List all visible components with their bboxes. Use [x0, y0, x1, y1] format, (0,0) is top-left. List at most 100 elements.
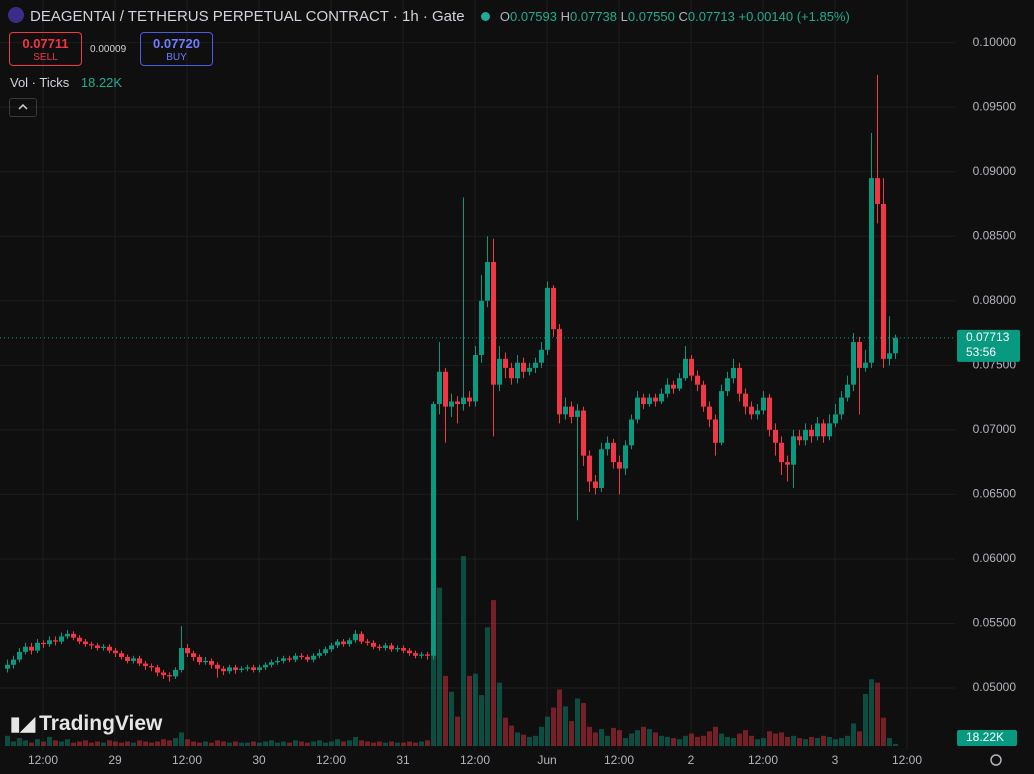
candle-body [689, 358, 694, 376]
volume-bar [341, 741, 346, 746]
tradingview-logo: ▮◢ TradingView [10, 712, 163, 735]
volume-bar [563, 706, 568, 746]
volume-bar [773, 733, 778, 746]
volume-bar [641, 726, 646, 746]
candle-body [11, 659, 16, 665]
candle-body [215, 664, 220, 669]
candle-body [227, 667, 232, 672]
candle-body [83, 641, 88, 645]
symbol-header: DEAGENTAI / TETHERUS PERPETUAL CONTRACT … [8, 7, 850, 25]
sell-button[interactable]: 0.07711 SELL [9, 32, 82, 66]
volume-bar [83, 740, 88, 746]
symbol-title: DEAGENTAI / TETHERUS PERPETUAL CONTRACT … [30, 8, 465, 25]
volume-bar [617, 730, 622, 746]
buy-price: 0.07720 [153, 36, 200, 51]
volume-bar [821, 735, 826, 746]
candle-body [251, 667, 256, 670]
volume-bar [797, 738, 802, 746]
volume-bar [845, 735, 850, 746]
volume-bar [677, 739, 682, 746]
volume-bar [263, 741, 268, 746]
volume-bar [347, 740, 352, 746]
volume-bar [809, 736, 814, 746]
sell-price: 0.07711 [22, 36, 69, 51]
candle-body [701, 384, 706, 407]
volume-bar [545, 716, 550, 746]
volume-bar [215, 740, 220, 746]
candle-body [821, 423, 826, 437]
x-tick-label: 3 [832, 753, 839, 767]
candle-body [533, 362, 538, 368]
candle-body [515, 362, 520, 379]
buy-button[interactable]: 0.07720 BUY [140, 32, 213, 66]
candle-body [47, 640, 52, 645]
volume-bar [605, 735, 610, 746]
candle-body [137, 658, 142, 664]
candle-body [575, 410, 580, 417]
candle-body [479, 300, 484, 355]
volume-bar [833, 739, 838, 746]
candle-body [665, 384, 670, 394]
y-tick-label: 0.09000 [973, 164, 1017, 178]
ohlc-value: 0.07593 [510, 9, 557, 24]
candle-body [17, 651, 22, 660]
volume-bar [143, 741, 148, 746]
candle-body [299, 655, 304, 658]
volume-bar [203, 741, 208, 746]
candle-body [797, 436, 802, 441]
volume-bar [881, 717, 886, 746]
candle-body [89, 644, 94, 646]
candle-body [179, 648, 184, 670]
volume-bar [179, 732, 184, 746]
candle-body [287, 658, 292, 660]
candle-body [113, 650, 118, 654]
volume-bar [23, 740, 28, 746]
ohlc-value: 0.07713 [687, 9, 735, 24]
y-tick-label: 0.05000 [973, 680, 1017, 694]
candle-body [755, 410, 760, 415]
candle-body [647, 397, 652, 405]
collapse-button[interactable] [9, 98, 37, 117]
volume-bar [293, 740, 298, 746]
volume-bar [365, 741, 370, 746]
volume-bar [803, 739, 808, 746]
volume-bar [137, 740, 142, 746]
volume-bar [233, 741, 238, 746]
candle-body [677, 378, 682, 389]
volume-bar [209, 742, 214, 746]
candle-body [455, 401, 460, 405]
volume-bar [497, 682, 502, 746]
candle-body [629, 419, 634, 446]
volume-bar [689, 733, 694, 746]
volume-bar [185, 739, 190, 746]
candle-body [143, 663, 148, 667]
candle-body [329, 645, 334, 650]
candle-body [593, 481, 598, 488]
settings-icon[interactable] [990, 754, 1002, 766]
candle-body [341, 641, 346, 645]
volume-bar [449, 691, 454, 746]
candle-body [767, 397, 772, 430]
volume-bar [389, 741, 394, 746]
volume-bar [851, 723, 856, 746]
volume-legend-label: Vol · Ticks [10, 75, 70, 90]
volume-bar [227, 742, 232, 746]
candle-body [305, 657, 310, 660]
candle-body [221, 668, 226, 672]
candle-body [779, 442, 784, 463]
candle-body [203, 660, 208, 663]
volume-bar [857, 731, 862, 746]
candle-body [317, 653, 322, 656]
volume-legend: Vol · Ticks 18.22K [10, 75, 122, 90]
volume-bar [707, 731, 712, 746]
volume-bar [275, 742, 280, 746]
countdown: 53:56 [966, 345, 996, 359]
volume-bar [89, 742, 94, 746]
x-tick-label: 2 [688, 753, 695, 767]
volume-bar [407, 741, 412, 746]
volume-bar [287, 742, 292, 746]
volume-bar [311, 741, 316, 746]
candle-body [851, 342, 856, 385]
ohlc-label: L [620, 9, 628, 24]
